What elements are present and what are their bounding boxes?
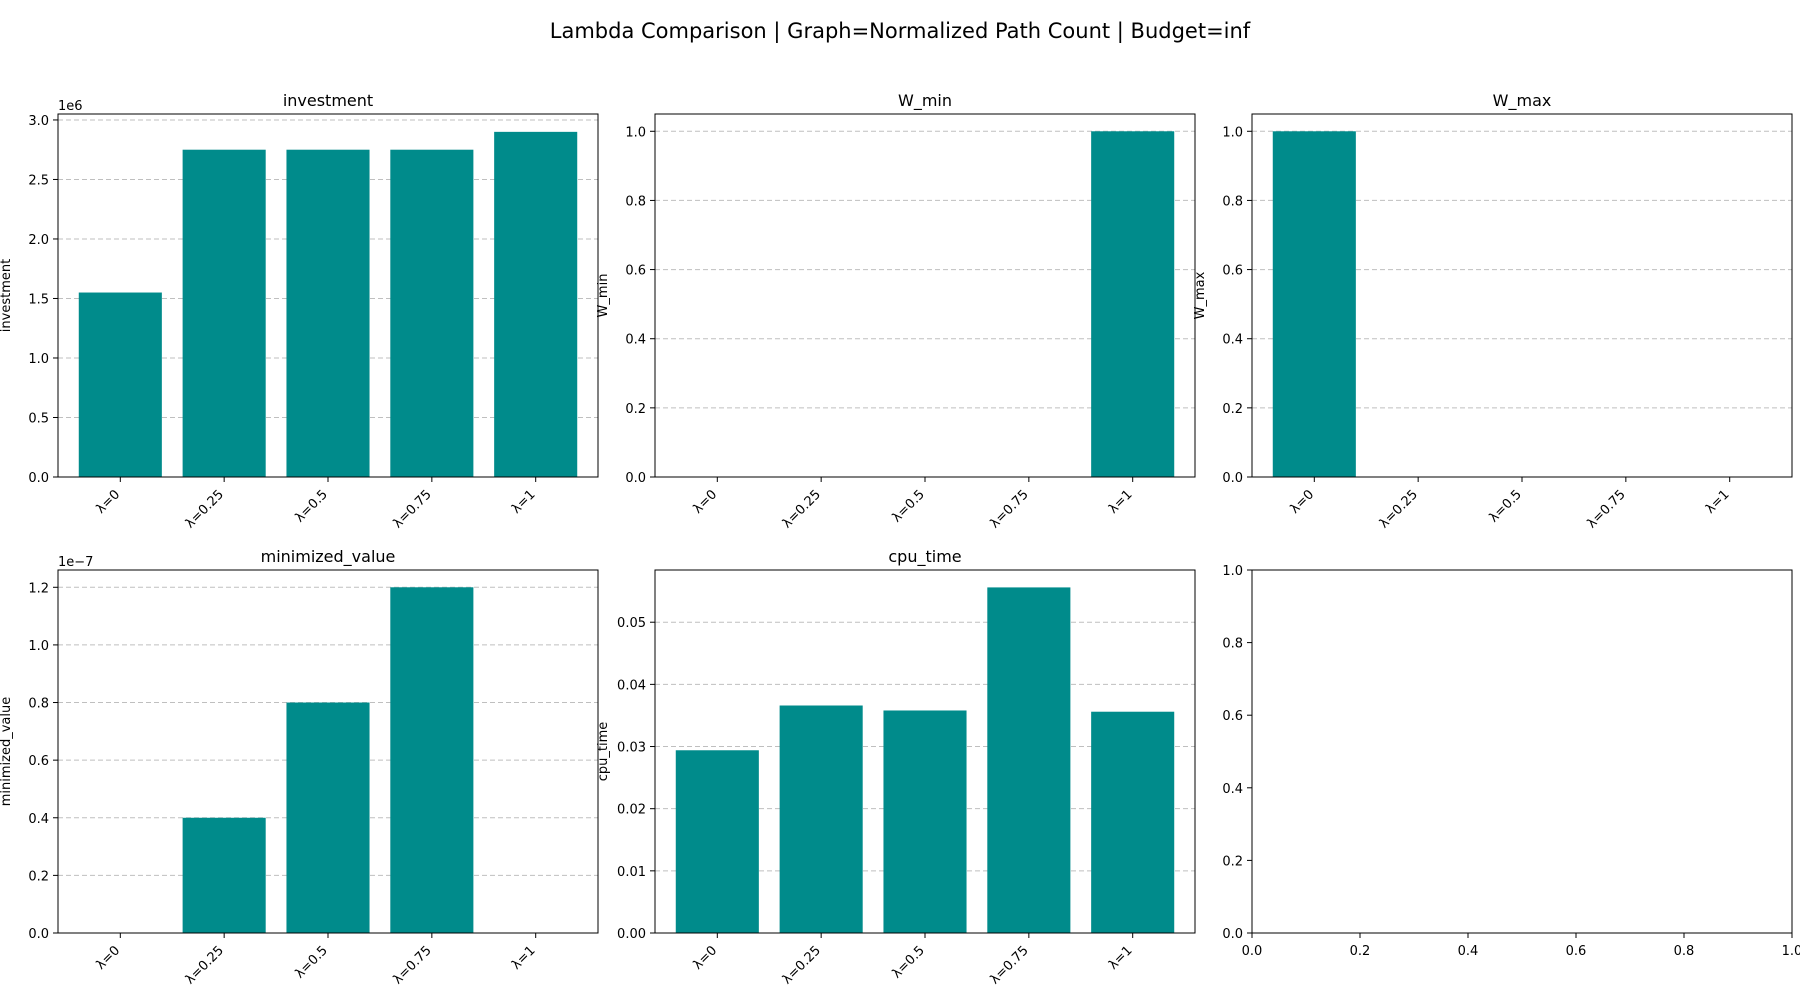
y-tick-label: 0.6 <box>28 754 49 769</box>
y-tick-label: 0.2 <box>28 869 49 884</box>
y-tick-label: 0.8 <box>1222 194 1243 209</box>
y-tick-label: 0.8 <box>625 194 646 209</box>
y-tick-label: 0.0 <box>28 927 49 942</box>
y-tick-label: 0.4 <box>625 333 646 348</box>
x-tick-label: 0.0 <box>1242 944 1263 959</box>
axes-frame <box>1251 569 1793 934</box>
bar <box>1091 131 1175 478</box>
bar <box>182 817 266 933</box>
bar <box>779 705 863 933</box>
y-axis-label: cpu_time <box>596 722 611 782</box>
y-tick-label: 0.2 <box>1222 402 1243 417</box>
axes-frame <box>654 113 1196 478</box>
axes-frame <box>654 569 1196 934</box>
y-axis-label: minimized_value <box>0 697 14 806</box>
y-tick-label: 0.00 <box>617 927 646 942</box>
y-tick-label: 1.5 <box>28 292 49 307</box>
subplot-1: λ=0 λ=0.25 λ=0.5 λ=0.75 λ=10.00.51.01.52.02.… <box>0 91 599 531</box>
bar <box>494 131 578 477</box>
bar <box>286 702 370 933</box>
y-tick-label: 2.0 <box>28 233 49 248</box>
y-axis-label: W_min <box>596 274 611 318</box>
x-tick-label: 0.2 <box>1350 944 1371 959</box>
x-tick-label: 0.8 <box>1674 944 1695 959</box>
y-tick-label: 1.0 <box>28 639 49 654</box>
x-tick-label: 0.4 <box>1458 944 1479 959</box>
subplot-title: minimized_value <box>261 547 396 567</box>
figure-title: Lambda Comparison | Graph=Normalized Pat… <box>550 19 1251 44</box>
y-offset-label: 1e6 <box>58 99 83 114</box>
bar <box>390 149 474 477</box>
y-tick-label: 1.0 <box>28 352 49 367</box>
y-tick-label: 1.0 <box>1222 125 1243 140</box>
y-tick-label: 0.4 <box>1222 333 1243 348</box>
subplot-title: W_min <box>898 91 952 111</box>
axes-frame <box>57 569 599 934</box>
y-tick-label: 1.0 <box>1222 564 1243 579</box>
y-tick-label: 0.05 <box>617 616 646 631</box>
y-tick-label: 0.0 <box>1222 927 1243 942</box>
y-tick-label: 0.04 <box>617 678 646 693</box>
subplot-6: 0.0 0.2 0.4 0.6 0.8 1.0 0.0 0.2 0.4 0.6 0.8 1.0 <box>1222 564 1800 959</box>
y-axis-label: W_max <box>1193 271 1208 319</box>
bar <box>987 587 1071 933</box>
bar <box>286 149 370 477</box>
y-tick-label: 0.6 <box>1222 264 1243 279</box>
bar <box>883 710 967 933</box>
y-tick-label: 0.5 <box>28 411 49 426</box>
axes-frame <box>1251 113 1793 478</box>
bar <box>1091 711 1175 933</box>
x-tick-label: 1.0 <box>1782 944 1800 959</box>
y-offset-label: 1e−7 <box>58 555 93 570</box>
subplot-title: investment <box>283 91 373 110</box>
y-tick-label: 0.2 <box>1222 854 1243 869</box>
y-tick-label: 0.8 <box>28 697 49 712</box>
y-tick-label: 2.5 <box>28 173 49 188</box>
subplot-title: W_max <box>1493 91 1552 111</box>
bar <box>390 587 474 933</box>
y-tick-label: 0.02 <box>617 803 646 818</box>
y-tick-label: 0.6 <box>1222 709 1243 724</box>
y-tick-label: 0.01 <box>617 865 646 880</box>
y-tick-label: 0.0 <box>625 471 646 486</box>
y-tick-label: 0.8 <box>1222 637 1243 652</box>
y-tick-label: 0.0 <box>28 471 49 486</box>
y-axis-label: investment <box>0 259 14 332</box>
y-tick-label: 0.2 <box>625 402 646 417</box>
y-tick-label: 0.4 <box>1222 782 1243 797</box>
y-tick-label: 0.4 <box>28 812 49 827</box>
x-tick-label: 0.6 <box>1566 944 1587 959</box>
y-tick-label: 1.0 <box>625 125 646 140</box>
bar <box>182 149 266 477</box>
axes-frame <box>57 113 599 478</box>
bar <box>78 292 162 477</box>
y-tick-label: 0.6 <box>625 264 646 279</box>
subplot-title: cpu_time <box>888 547 961 567</box>
bar <box>1272 131 1356 478</box>
y-tick-label: 0.0 <box>1222 471 1243 486</box>
y-tick-label: 3.0 <box>28 114 49 129</box>
bar <box>675 750 759 933</box>
y-tick-label: 1.2 <box>28 581 49 596</box>
y-tick-label: 0.03 <box>617 741 646 756</box>
